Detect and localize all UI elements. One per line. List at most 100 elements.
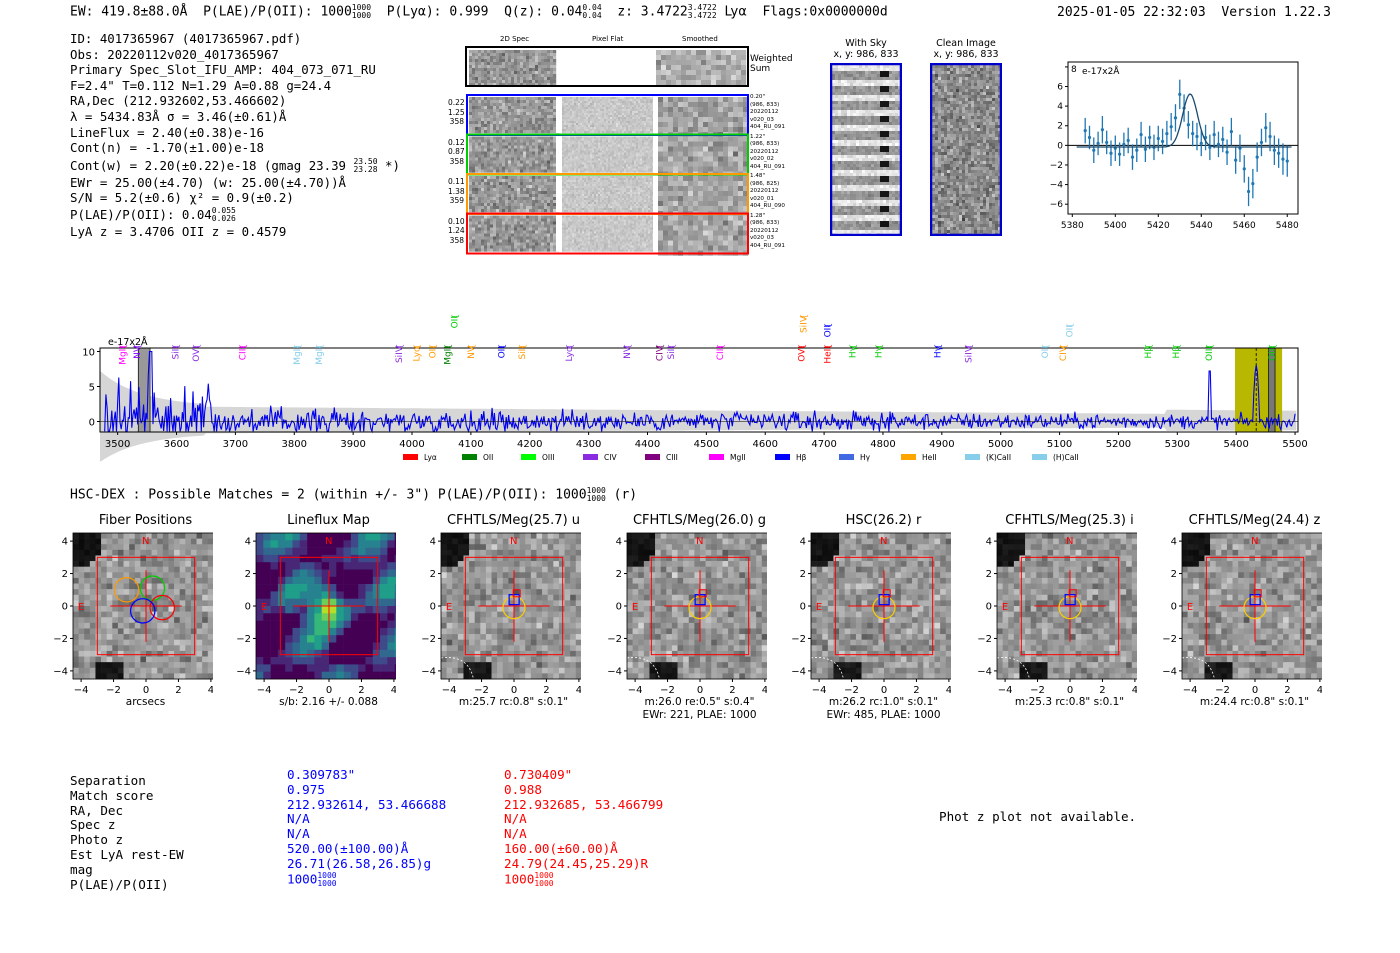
stamp-north-label: N xyxy=(1066,536,1073,547)
header-plya: P(Lyα): 0.999 xyxy=(386,4,489,20)
cutout-right-value: v020_02 xyxy=(750,156,774,163)
stamp-xtick-label: 0 xyxy=(511,685,517,696)
spectrum-xtick-label: 5400 xyxy=(1223,439,1248,450)
cutout-left-value: 359 xyxy=(449,196,464,205)
zoom-point xyxy=(1216,142,1221,146)
zoom-point xyxy=(1139,132,1143,137)
emission-line-label: NV xyxy=(467,345,477,359)
emission-line-brace: { xyxy=(1041,344,1050,349)
emission-line-brace: { xyxy=(824,323,833,328)
with-sky-label: With Sky xyxy=(845,38,887,49)
emission-line-label: OII xyxy=(1066,325,1076,337)
col-2d-spec: 2D Spec xyxy=(500,35,530,43)
emission-line-brace: { xyxy=(623,344,632,349)
legend-label: Hγ xyxy=(860,453,871,462)
zoom-point xyxy=(1246,189,1251,194)
cutout-row-right-info: 1.22" (986, 833) 20220112 v020_02 404_RU_091 xyxy=(750,134,785,172)
cutout-left-value: 0.10 xyxy=(448,216,465,226)
cutout-right-value: 1.48" xyxy=(750,173,766,179)
spectrum-ytick-label: 10 xyxy=(82,348,95,359)
emission-line-label: OII xyxy=(450,316,460,328)
emission-line-brace: { xyxy=(934,344,943,349)
zoom-point xyxy=(1087,135,1092,140)
zoom-ytick-label: 6 xyxy=(1057,83,1063,93)
cutout-left-value: 358 xyxy=(449,117,464,126)
zoom-point xyxy=(1251,182,1255,186)
header-plae-frac: 1000 1000 xyxy=(351,3,372,20)
emission-line-brace: { xyxy=(667,344,676,349)
cutout-right-value: 404_RU_090 xyxy=(750,203,785,210)
zoom-point xyxy=(1234,158,1238,162)
stamp-mask-contour xyxy=(626,657,660,680)
match-red-values: 0.730409" 0.988 212.932685, 53.466799 N/A N/… xyxy=(504,767,663,887)
emission-line-label: Hγ xyxy=(874,345,884,358)
zoom-point xyxy=(1126,138,1130,143)
zoom-ytick-label: 2 xyxy=(1057,122,1063,132)
spectrum-xtick-label: 4100 xyxy=(458,439,483,450)
cutout-right-value: 20220112 xyxy=(750,188,779,195)
zoom-point xyxy=(1169,125,1173,129)
emission-line-label: MgII xyxy=(293,346,303,365)
stamp-caption-2: EWr: 485, PLAE: 1000 xyxy=(826,709,941,721)
emission-line-brace: { xyxy=(800,314,809,319)
spectrum-xtick-label: 5000 xyxy=(988,439,1013,450)
spectrum-xtick-label: 4500 xyxy=(694,439,719,450)
stamp-xtick-label: −2 xyxy=(289,685,304,696)
info-obs: Obs: 20220112v020_4017365967 xyxy=(70,46,279,62)
zoom-ytick-label: −4 xyxy=(1050,181,1064,191)
zoom-point xyxy=(1173,116,1178,120)
spectrum-xtick-label: 5100 xyxy=(1047,439,1072,450)
header-qz: Q(z): 0.04 xyxy=(504,4,583,20)
hsc-summary-band: (r) xyxy=(613,487,638,503)
hsc-summary: HSC-DEX : Possible Matches = 2 (within +… xyxy=(70,487,637,503)
clean-image-label: Clean Image xyxy=(936,38,996,49)
zoom-point xyxy=(1221,137,1225,142)
sum-label: Sum xyxy=(750,64,771,74)
stamp-east-label: E xyxy=(1187,602,1193,613)
stamp-xtick-label: 2 xyxy=(1284,685,1290,696)
match-blue-value: 26.71(26.58,26.85)g xyxy=(287,855,432,871)
stamp-xtick-label: −4 xyxy=(1183,685,1198,696)
emission-line-label: OII xyxy=(498,346,508,358)
cutout-left-value: 358 xyxy=(449,156,464,166)
stamp-ytick-label: 0 xyxy=(245,602,251,613)
zoom-point xyxy=(1285,159,1289,163)
stamp-ytick-label: −2 xyxy=(977,634,992,645)
stamp-image: N E 4 2 0 −2 −4 −4 −2 0 2 4 xyxy=(53,532,213,696)
fiber-circle xyxy=(129,598,156,624)
emission-line-label: SiIV xyxy=(800,315,810,333)
match-blue-plae: 1000 xyxy=(287,871,318,887)
match-blue-values: 0.309783" 0.975 212.932614, 53.466688 N/A N/… xyxy=(287,767,446,887)
emission-line-brace: { xyxy=(1144,344,1153,349)
emission-line-label: OVI xyxy=(798,346,808,362)
stamp-caption: m:26.2 rc:1.0" s:0.1" xyxy=(828,696,939,708)
match-red-value: 0.988 xyxy=(504,781,542,797)
spectrum-xtick-label: 3500 xyxy=(105,439,130,450)
emission-line-brace: { xyxy=(874,344,883,349)
spectrum-xtick-label: 4800 xyxy=(870,439,895,450)
spectrum-xtick-label: 3600 xyxy=(164,439,189,450)
stamp-ytick-label: −4 xyxy=(791,666,806,677)
spectrum-xtick-label: 4200 xyxy=(517,439,542,450)
stamp-xtick-label: 2 xyxy=(729,685,735,696)
clean-image-xy: x, y: 986, 833 xyxy=(933,49,999,60)
emission-line-label: CIV xyxy=(1059,345,1069,361)
stamp-xtick-label: 0 xyxy=(143,685,149,696)
match-red-value: 24.79(24.45,25.29)R xyxy=(504,855,649,871)
stamp-mask-contour xyxy=(440,657,474,680)
zoom-ytick-label: 0 xyxy=(1057,141,1063,151)
emission-line-label: OIII xyxy=(1205,346,1215,361)
match-red-plae: 1000 xyxy=(504,871,535,887)
stamp-east-label: E xyxy=(446,602,452,613)
legend-label: CIII xyxy=(666,453,678,462)
header-timestamp: 2025-01-05 22:32:03 xyxy=(1057,5,1206,20)
zoom-xtick-label: 5440 xyxy=(1190,221,1213,231)
cutout-row-right-info: 0.20" (986, 833) 20220112 v020_03 404_RU_091 xyxy=(750,94,785,132)
cutout-row-left-info: 0.11 1.38 359 xyxy=(448,177,465,206)
emission-line-label: SiIV xyxy=(964,345,974,363)
info-plae: P(LAE)/P(OII): 0.04 xyxy=(70,206,212,222)
stamp-counterpart-box-red xyxy=(882,589,891,598)
emission-line-label: MgII xyxy=(118,346,128,365)
cutout-right-value: v020_01 xyxy=(750,195,774,202)
stamp-ytick-label: 4 xyxy=(430,537,436,548)
